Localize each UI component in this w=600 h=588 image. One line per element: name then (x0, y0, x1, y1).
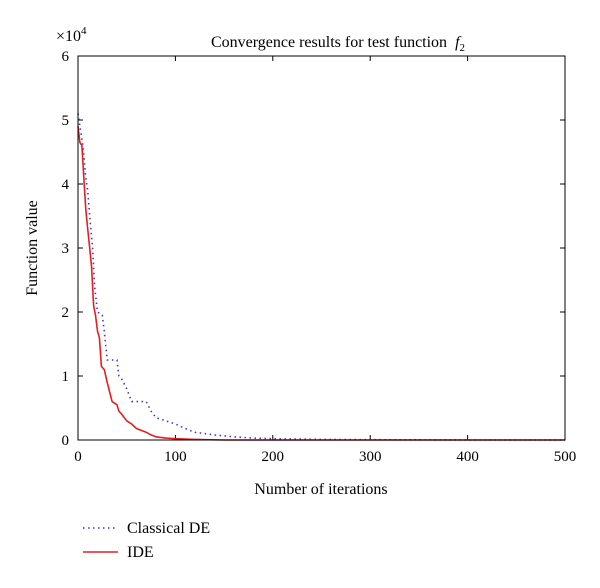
plot-frame (77, 55, 566, 441)
x-tick-label: 500 (554, 449, 577, 465)
legend: Classical DE IDE (83, 520, 210, 561)
y-tick-label: 3 (62, 241, 70, 257)
y-axis-multiplier-base: ×10 (56, 28, 81, 45)
x-tick-label: 0 (74, 449, 82, 465)
y-axis-multiplier-exp: 4 (81, 25, 87, 37)
chart-title-symbol: f (455, 34, 462, 51)
chart-title-subscript: 2 (460, 42, 466, 54)
y-tick-label: 5 (62, 113, 70, 129)
x-axis-label: Number of iterations (254, 481, 387, 498)
x-tick-label: 100 (164, 449, 187, 465)
axis-ticks: 0 100 200 300 400 500 0 1 2 3 4 5 6 (62, 49, 577, 465)
x-tick-label: 400 (456, 449, 479, 465)
y-axis-label: Function value (24, 200, 41, 296)
y-axis-multiplier: ×104 (56, 25, 87, 45)
series-line-classical-de (77, 113, 565, 441)
y-tick-label: 0 (62, 433, 70, 449)
chart-title-text: Convergence results for test function (211, 34, 447, 51)
x-tick-label: 300 (359, 449, 382, 465)
series-lines (77, 113, 565, 441)
legend-label-classical-de: Classical DE (127, 520, 210, 537)
legend-label-ide: IDE (127, 544, 154, 561)
y-tick-label: 1 (62, 369, 70, 385)
y-tick-label: 2 (62, 305, 70, 321)
y-tick-label: 6 (62, 49, 70, 65)
x-tick-label: 200 (262, 449, 285, 465)
chart-title: Convergence results for test function f2 (211, 34, 465, 54)
y-tick-label: 4 (62, 177, 70, 193)
series-line-ide (77, 126, 565, 441)
